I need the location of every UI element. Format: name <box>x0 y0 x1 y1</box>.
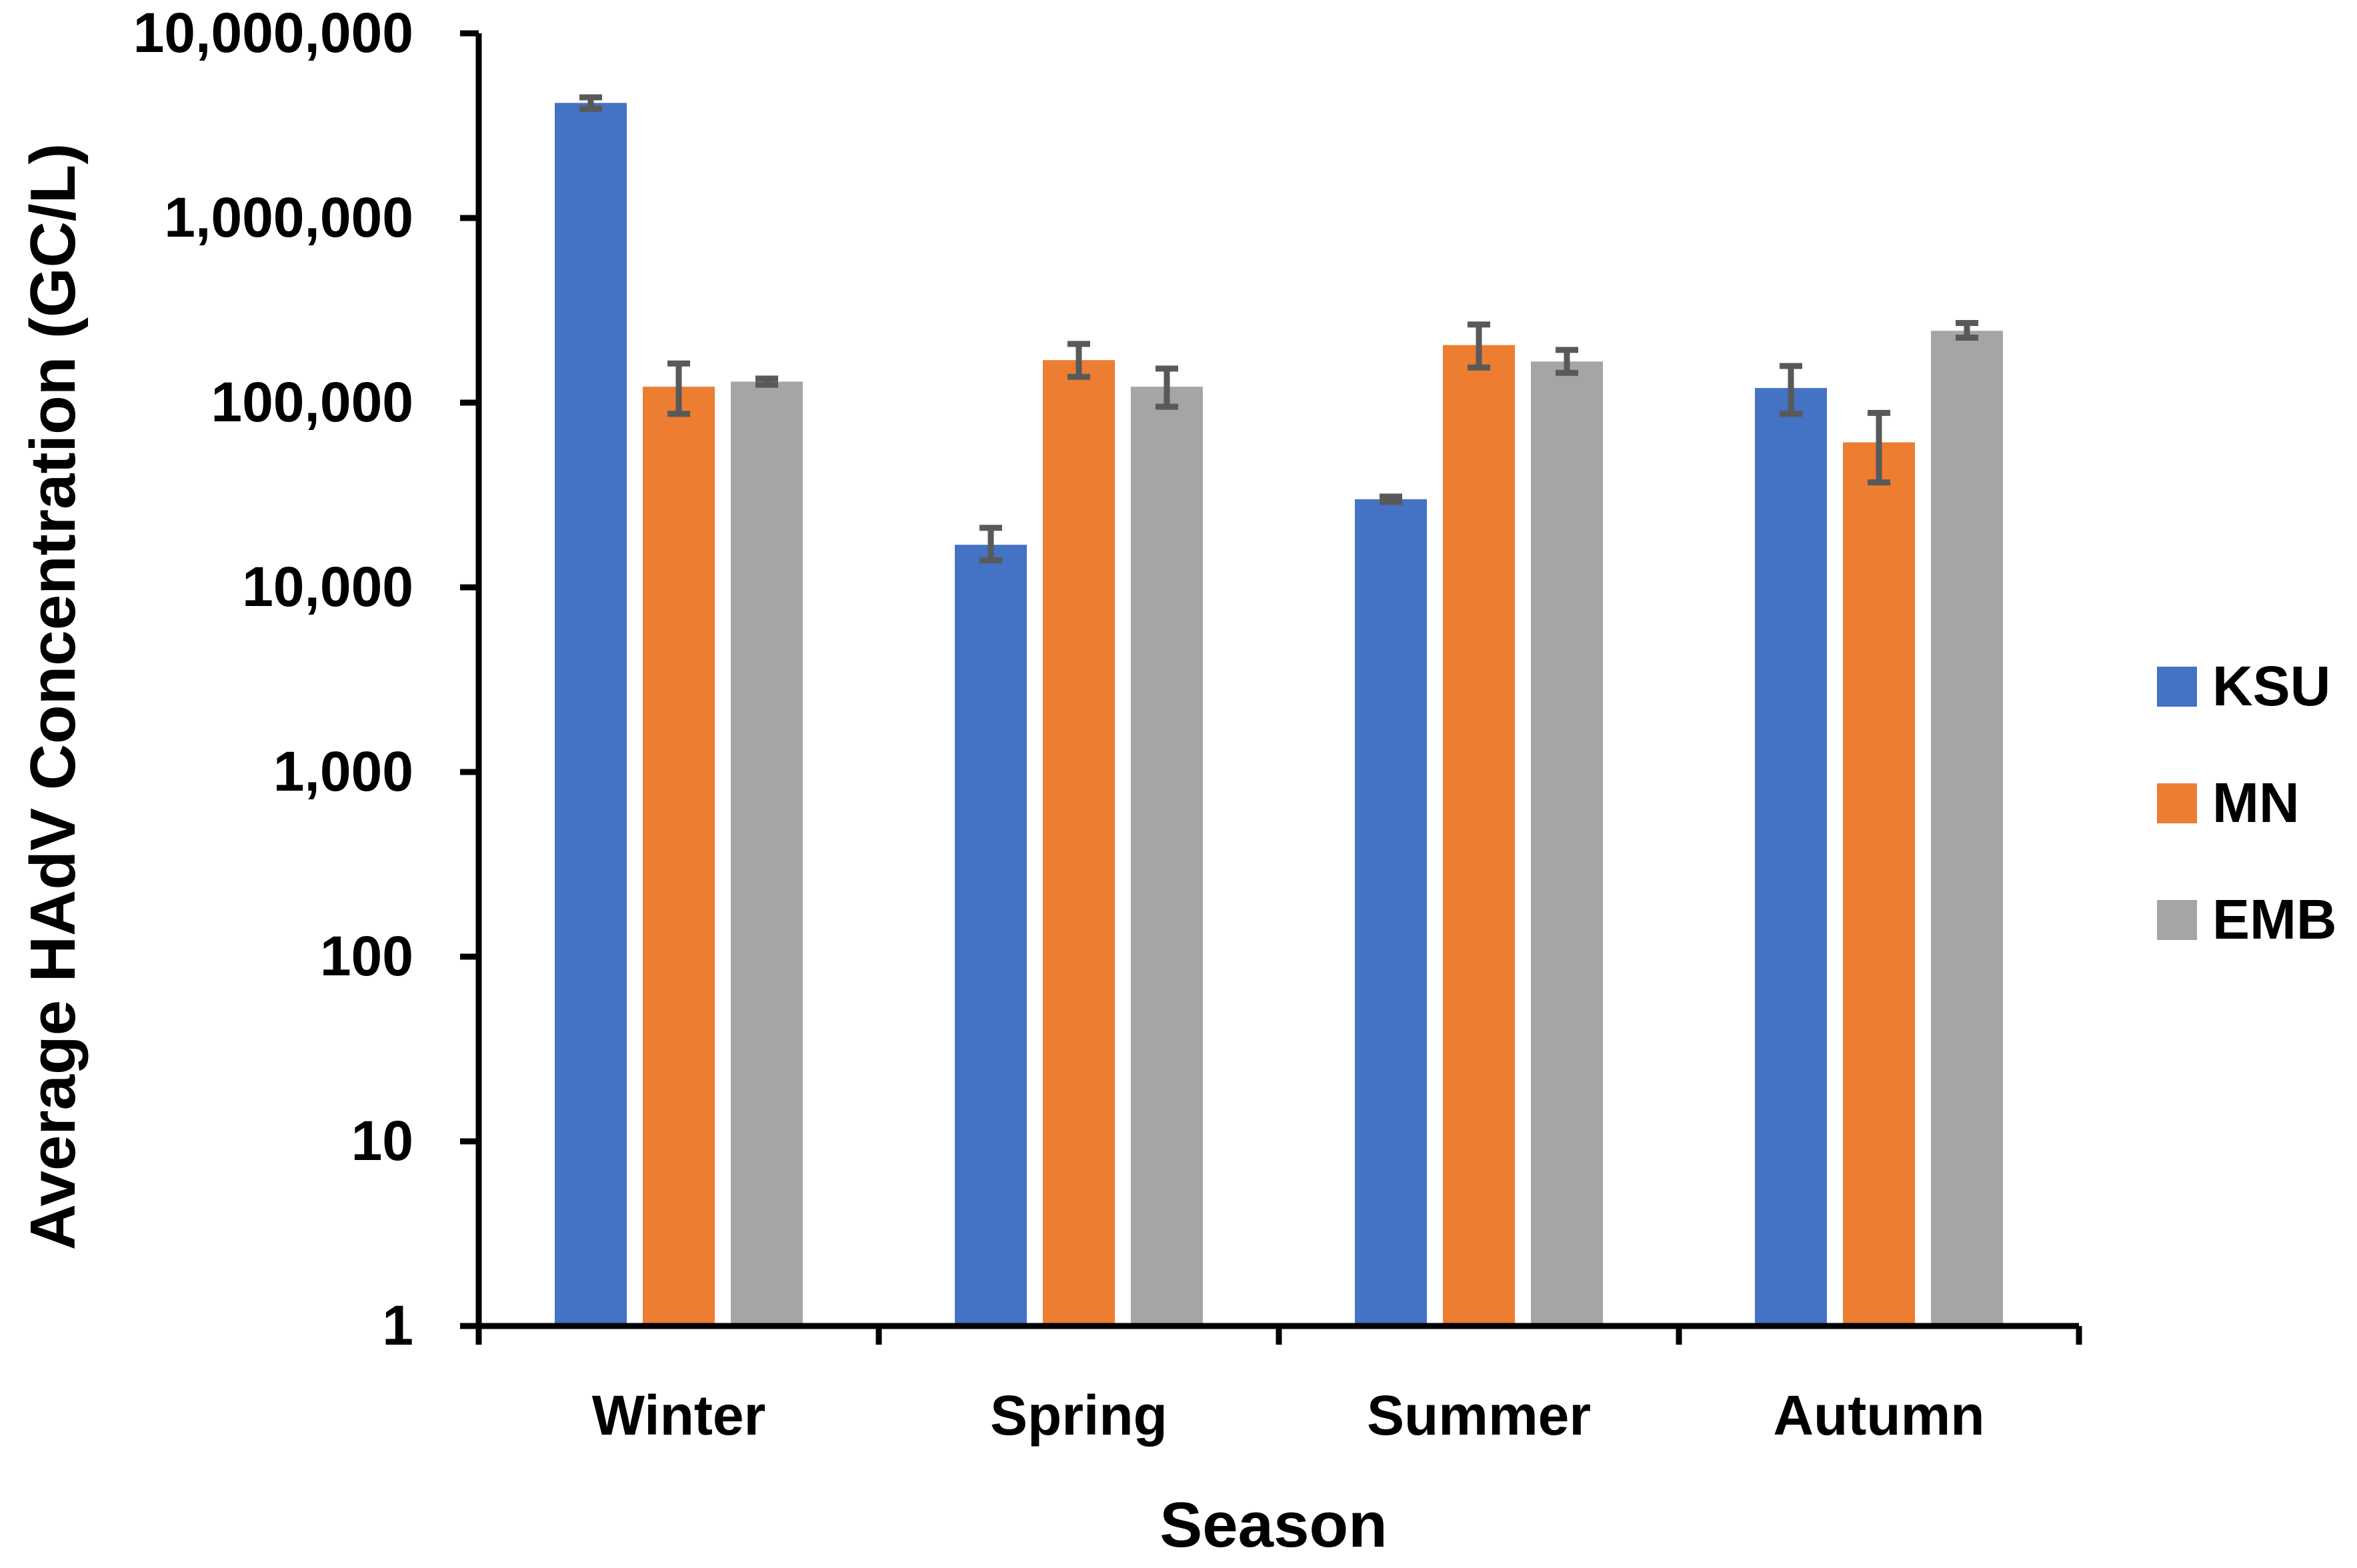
axes <box>475 33 2079 1329</box>
legend-swatch-mn <box>2157 783 2197 823</box>
y-tick-label: 10 <box>351 1109 413 1172</box>
bar-emb-summer <box>1531 361 1603 1326</box>
y-tick-label: 1,000,000 <box>164 186 413 249</box>
bar-mn-spring <box>1043 360 1115 1326</box>
x-category-label: Autumn <box>1773 1384 1984 1447</box>
x-category-label: Spring <box>990 1384 1167 1447</box>
bar-ksu-winter <box>555 103 627 1326</box>
bar-mn-winter <box>643 387 715 1326</box>
y-tick-label: 10,000 <box>242 555 413 618</box>
y-tick-label: 10,000,000 <box>133 1 413 64</box>
bars <box>555 103 2003 1327</box>
bar-ksu-summer <box>1355 499 1427 1326</box>
bar-emb-winter <box>731 381 803 1326</box>
y-ticks: 1 10 100 1,000 10,000 100,000 1,000,000 10,000,… <box>133 1 479 1357</box>
y-axis-title: Average HAdV Concentration (GC/L) <box>17 143 89 1251</box>
bar-ksu-spring <box>955 545 1027 1326</box>
x-axis-title: Season <box>1159 1489 1387 1561</box>
bar-ksu-autumn <box>1755 388 1827 1326</box>
legend: KSU MN EMB <box>2157 655 2337 951</box>
legend-swatch-ksu <box>2157 667 2197 707</box>
legend-label-mn: MN <box>2212 771 2300 834</box>
bar-emb-spring <box>1131 387 1203 1326</box>
bar-emb-autumn <box>1931 331 2003 1327</box>
legend-label-ksu: KSU <box>2212 655 2330 717</box>
bar-mn-autumn <box>1843 442 1915 1326</box>
y-tick-label: 100 <box>320 925 413 987</box>
x-category-label: Winter <box>592 1384 766 1447</box>
error-bars <box>579 94 1978 564</box>
x-category-label: Summer <box>1367 1384 1591 1447</box>
legend-swatch-emb <box>2157 900 2197 940</box>
bar-mn-summer <box>1443 345 1515 1326</box>
y-tick-label: 1 <box>382 1294 413 1357</box>
legend-label-emb: EMB <box>2212 888 2337 951</box>
x-ticks: Winter Spring Summer Autumn <box>475 1326 2082 1447</box>
y-tick-label: 100,000 <box>211 371 413 433</box>
y-tick-label: 1,000 <box>273 740 413 803</box>
